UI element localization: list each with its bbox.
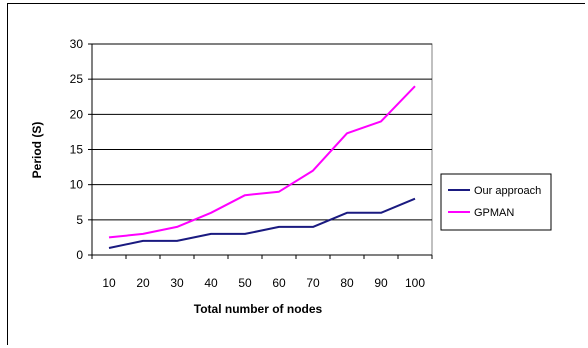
x-axis-title: Total number of nodes — [194, 302, 323, 316]
legend: Our approach GPMAN — [440, 173, 552, 231]
x-tick-label-100: 100 — [405, 276, 425, 290]
y-tick-label-5: 5 — [76, 213, 83, 227]
series-line-1 — [108, 85, 416, 239]
y-axis-title: Period (S) — [30, 122, 44, 179]
x-tick-label-40: 40 — [204, 276, 218, 290]
y-tick-label-30: 30 — [70, 37, 84, 51]
y-tick-label-15: 15 — [70, 143, 84, 157]
y-tick-label-20: 20 — [70, 107, 84, 121]
x-tick-label-90: 90 — [374, 276, 388, 290]
series-line-0 — [108, 197, 416, 249]
legend-box — [440, 173, 552, 231]
x-tick-label-70: 70 — [306, 276, 320, 290]
x-tick-label-20: 20 — [136, 276, 150, 290]
y-tick-label-10: 10 — [70, 178, 84, 192]
series-lines — [108, 85, 416, 249]
chart-frame — [7, 3, 585, 345]
x-tick-label-60: 60 — [272, 276, 286, 290]
gridlines — [92, 43, 432, 221]
x-tick-label-50: 50 — [238, 276, 252, 290]
x-tick-label-80: 80 — [340, 276, 354, 290]
legend-label-1: GPMAN — [474, 207, 514, 219]
x-axis-ticks: 10 20 30 40 50 60 70 80 90 100 — [91, 255, 433, 290]
x-tick-label-30: 30 — [170, 276, 184, 290]
legend-label-0: Our approach — [474, 185, 541, 197]
y-tick-label-0: 0 — [76, 248, 83, 262]
y-tick-label-25: 25 — [70, 72, 84, 86]
y-axis-ticks: 0 5 10 15 20 25 30 — [70, 37, 92, 262]
x-tick-label-10: 10 — [102, 276, 116, 290]
